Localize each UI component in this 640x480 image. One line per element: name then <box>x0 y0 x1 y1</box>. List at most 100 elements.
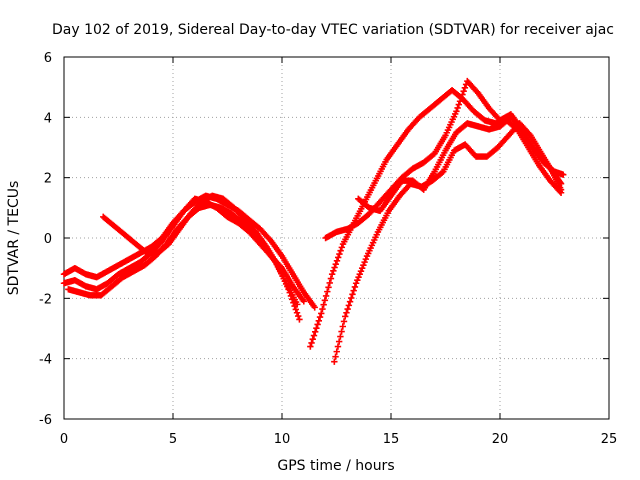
data-point <box>340 318 348 325</box>
data-point <box>318 310 325 317</box>
data-point <box>309 336 316 343</box>
data-point <box>355 274 362 281</box>
data-point <box>356 271 363 278</box>
series-track-e <box>307 86 565 350</box>
data-point <box>338 244 346 251</box>
series-layer <box>60 77 567 365</box>
data-point <box>458 94 465 102</box>
data-point <box>453 108 460 115</box>
data-point <box>557 180 565 187</box>
data-point <box>322 292 330 300</box>
data-point <box>358 264 366 272</box>
x-tick-label: 5 <box>169 432 177 447</box>
data-point <box>342 313 349 320</box>
data-point <box>324 288 331 295</box>
data-point <box>296 316 303 323</box>
x-tick-labels: 0 5 10 15 20 25 <box>60 432 617 447</box>
data-point <box>314 321 321 328</box>
x-tick-label: 0 <box>60 432 68 447</box>
data-point <box>339 323 346 330</box>
x-axis-label: GPS time / hours <box>277 458 394 474</box>
data-point <box>290 299 297 306</box>
data-point <box>343 309 350 316</box>
data-point <box>460 87 467 95</box>
data-point <box>295 312 302 320</box>
data-point <box>350 287 357 294</box>
data-point <box>333 348 340 355</box>
data-point <box>346 298 354 305</box>
data-point <box>362 255 370 263</box>
data-point <box>313 324 320 332</box>
data-point <box>345 302 353 309</box>
data-point <box>320 301 327 308</box>
data-point <box>335 338 343 345</box>
data-point <box>330 267 337 275</box>
y-tick-label: 6 <box>44 51 52 66</box>
y-tick-label: -2 <box>39 292 52 307</box>
data-point <box>307 343 314 350</box>
data-point <box>308 339 315 347</box>
series-track-g <box>331 120 565 365</box>
data-point <box>456 98 464 105</box>
data-point <box>288 296 296 303</box>
y-tick-label: 4 <box>44 111 52 126</box>
data-point <box>319 305 326 313</box>
data-point <box>337 247 344 254</box>
data-point <box>332 353 339 360</box>
data-point <box>334 343 342 350</box>
data-point <box>285 286 292 293</box>
data-point <box>332 260 339 268</box>
axis-ticks <box>63 56 610 420</box>
data-point <box>351 283 359 291</box>
data-point <box>438 169 446 176</box>
data-point <box>325 284 332 291</box>
data-point <box>336 250 343 258</box>
data-point <box>315 317 323 324</box>
data-point <box>321 297 329 304</box>
data-point <box>300 298 307 305</box>
data-point <box>333 257 341 264</box>
data-point <box>338 328 345 335</box>
data-point <box>331 358 338 365</box>
data-point <box>349 291 356 298</box>
x-tick-label: 25 <box>601 432 618 447</box>
data-point <box>459 91 466 98</box>
data-point <box>352 280 360 287</box>
data-point <box>293 309 301 316</box>
y-tick-labels: -6 -4 -2 0 2 4 6 <box>39 51 52 428</box>
data-point <box>328 271 336 278</box>
data-point <box>286 289 293 296</box>
data-point <box>291 302 298 310</box>
data-point <box>311 328 319 336</box>
data-point <box>311 304 318 311</box>
data-point <box>334 254 342 261</box>
y-tick-label: -6 <box>39 413 52 428</box>
data-point <box>357 267 365 275</box>
grid <box>64 57 609 419</box>
series-track-h <box>355 114 565 215</box>
data-point <box>455 101 463 108</box>
data-point <box>461 84 469 92</box>
data-point <box>310 332 318 339</box>
data-point <box>331 264 338 271</box>
y-axis-label: SDTVAR / TECUs <box>6 181 22 296</box>
data-point <box>354 277 361 284</box>
x-tick-label: 15 <box>383 432 400 447</box>
data-point <box>292 306 300 313</box>
data-point <box>316 313 324 321</box>
data-point <box>337 333 344 340</box>
x-tick-label: 10 <box>274 432 291 447</box>
y-tick-label: -4 <box>39 353 52 368</box>
data-point <box>454 104 461 112</box>
data-point <box>560 171 567 178</box>
y-tick-label: 0 <box>44 232 52 247</box>
y-tick-label: 2 <box>44 172 52 187</box>
data-point <box>361 258 368 266</box>
data-point <box>287 292 295 300</box>
data-point <box>348 294 355 302</box>
x-tick-label: 20 <box>492 432 509 447</box>
data-point <box>327 275 335 282</box>
data-point <box>344 305 351 313</box>
data-point <box>360 261 367 269</box>
